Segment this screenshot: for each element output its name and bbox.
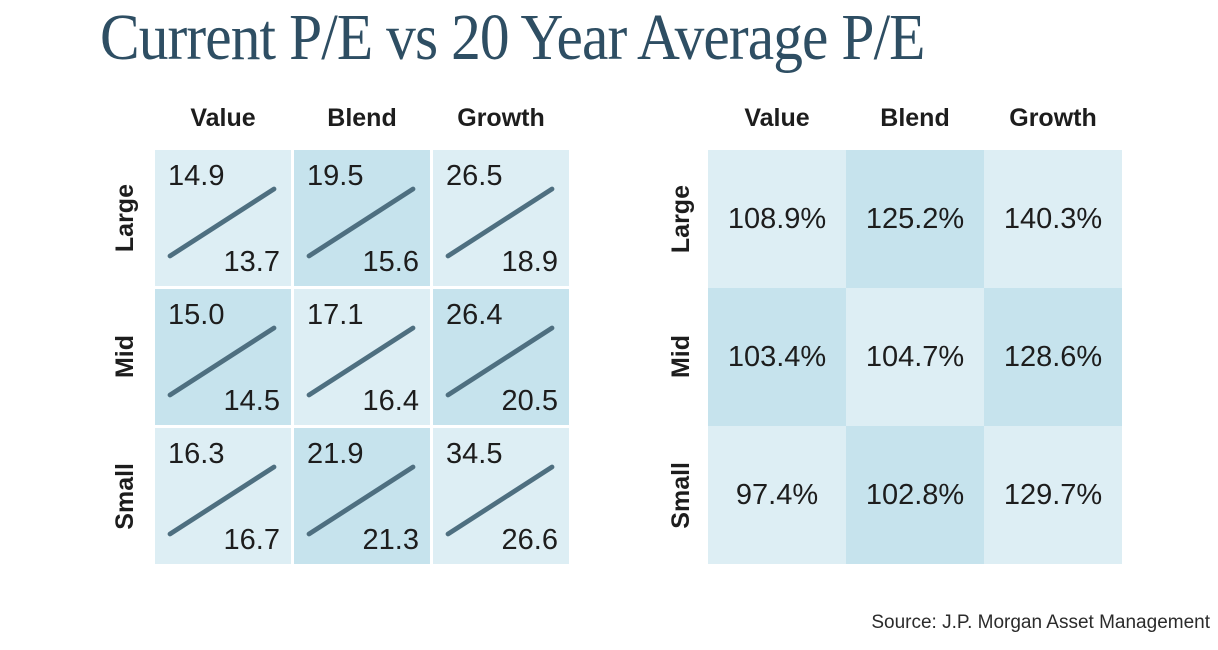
pe-cell-large-growth: 26.5 18.9 — [433, 150, 569, 286]
pct-col-header-value: Value — [744, 104, 810, 132]
average-pe: 26.6 — [501, 524, 558, 556]
average-pe: 16.7 — [223, 524, 280, 556]
pct-cell-mid-blend: 104.7% — [846, 288, 984, 426]
diagonal-divider-icon — [167, 186, 277, 259]
page-title: Current P/E vs 20 Year Average P/E — [100, 1, 925, 74]
pct-cell-small-blend: 102.8% — [846, 426, 984, 564]
pct-cell-large-value: 108.9% — [708, 150, 846, 288]
pe-cell-large-blend: 19.5 15.6 — [294, 150, 430, 286]
pe-row-label-large: Large — [110, 183, 139, 253]
pe-col-header-growth: Growth — [457, 104, 545, 132]
pe-cell-mid-blend: 17.1 16.4 — [294, 289, 430, 425]
pe-cell-mid-value: 15.0 14.5 — [155, 289, 291, 425]
pe-cell-mid-growth: 26.4 20.5 — [433, 289, 569, 425]
current-pe: 14.9 — [168, 160, 225, 192]
diagonal-divider-icon — [306, 464, 416, 537]
current-pe: 26.4 — [446, 299, 503, 331]
current-pe: 17.1 — [307, 299, 364, 331]
current-pe: 16.3 — [168, 438, 225, 470]
diagonal-divider-icon — [445, 325, 555, 398]
pe-row-label-mid: Mid — [110, 335, 139, 379]
diagonal-divider-icon — [167, 464, 277, 537]
pe-cell-small-value: 16.3 16.7 — [155, 428, 291, 564]
pct-row-label-small: Small — [667, 461, 695, 529]
pe-cell-small-blend: 21.9 21.3 — [294, 428, 430, 564]
diagonal-divider-icon — [306, 186, 416, 259]
pct-col-header-growth: Growth — [1009, 104, 1097, 132]
grid-corner-spacer — [655, 100, 708, 150]
pct-cell-large-blend: 125.2% — [846, 150, 984, 288]
pe-col-header-blend: Blend — [327, 104, 397, 132]
current-pe: 26.5 — [446, 160, 503, 192]
pct-cell-small-value: 97.4% — [708, 426, 846, 564]
current-pe: 34.5 — [446, 438, 503, 470]
diagonal-divider-icon — [445, 464, 555, 537]
average-pe: 15.6 — [362, 246, 419, 278]
diagonal-divider-icon — [445, 186, 555, 259]
source-attribution: Source: J.P. Morgan Asset Management — [871, 612, 1210, 633]
diagonal-divider-icon — [167, 325, 277, 398]
current-pe: 15.0 — [168, 299, 225, 331]
diagonal-divider-icon — [306, 325, 416, 398]
pct-col-header-blend: Blend — [880, 104, 950, 132]
pct-cell-small-growth: 129.7% — [984, 426, 1122, 564]
grid-corner-spacer — [98, 100, 152, 147]
pct-row-label-mid: Mid — [667, 335, 695, 379]
pct-cell-mid-value: 103.4% — [708, 288, 846, 426]
current-pe: 21.9 — [307, 438, 364, 470]
pct-grid: Value Blend Growth Large 108.9% 125.2% 1… — [655, 100, 1122, 564]
current-pe: 19.5 — [307, 160, 364, 192]
pe-col-header-value: Value — [190, 104, 256, 132]
average-pe: 16.4 — [362, 385, 419, 417]
average-pe: 21.3 — [362, 524, 419, 556]
average-pe: 20.5 — [501, 385, 558, 417]
pe-cell-small-growth: 34.5 26.6 — [433, 428, 569, 564]
pe-grid: Value Blend Growth Large 14.9 13.7 19.5 … — [98, 100, 569, 564]
pe-cell-large-value: 14.9 13.7 — [155, 150, 291, 286]
average-pe: 18.9 — [501, 246, 558, 278]
pct-cell-large-growth: 140.3% — [984, 150, 1122, 288]
average-pe: 13.7 — [223, 246, 280, 278]
average-pe: 14.5 — [223, 385, 280, 417]
pct-cell-mid-growth: 128.6% — [984, 288, 1122, 426]
pct-row-label-large: Large — [667, 184, 695, 254]
pe-row-label-small: Small — [110, 462, 139, 530]
